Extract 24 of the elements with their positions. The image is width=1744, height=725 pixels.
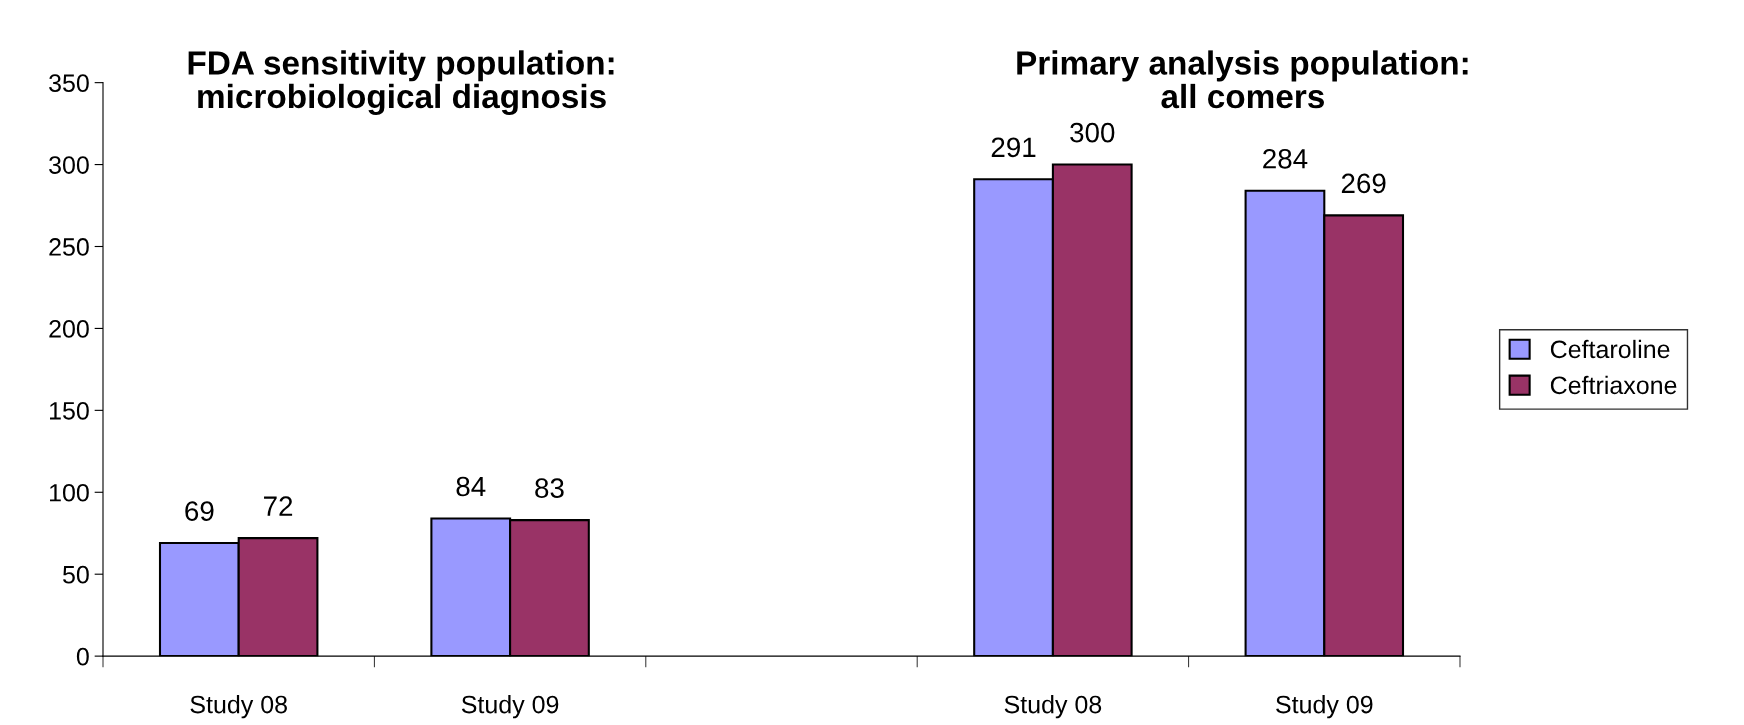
data-label: 84 [456,476,486,497]
data-label: 72 [264,496,293,516]
data-label: 269 [1341,173,1386,194]
data-label: 284 [1263,148,1308,169]
y-tick-label: 0 [76,647,89,666]
data-label: 291 [991,137,1036,158]
x-tick-label: Study 09 [461,695,559,719]
y-tick-label: 200 [49,320,89,338]
y-tick-label: 350 [49,74,89,92]
y-tick-label: 150 [50,401,89,420]
annotation: FDA sensitivity population: microbiological diagnosis [188,50,614,115]
data-label: 83 [535,478,564,498]
y-tick-label: 250 [49,238,89,256]
annotation: Primary analysis population: all comers [1017,50,1468,109]
y-tick-label: 100 [50,483,89,502]
x-tick-label: Study 08 [190,695,287,719]
x-tick-label: Study 09 [1276,695,1373,719]
y-tick-label: 50 [63,565,89,584]
data-label: 300 [1070,122,1115,143]
legend-label: Ceftriaxone [1550,375,1677,395]
y-tick-label: 300 [49,156,89,174]
data-label: 69 [185,501,214,521]
legend-label: Ceftaroline [1550,339,1670,359]
x-tick-label: Study 08 [1004,695,1102,719]
